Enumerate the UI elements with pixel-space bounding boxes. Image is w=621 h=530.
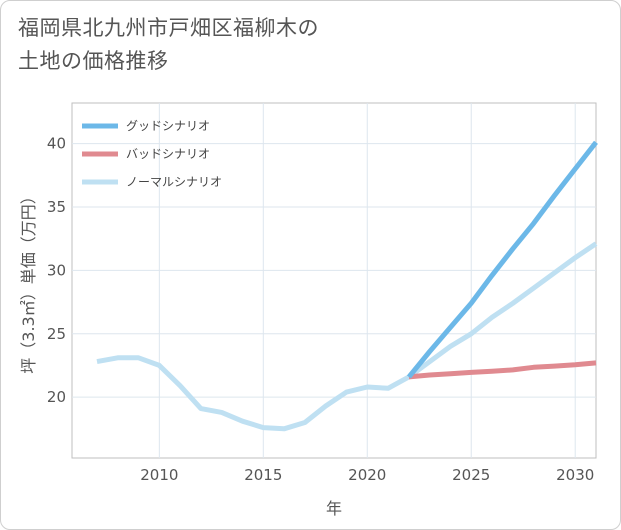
legend-label: バッドシナリオ bbox=[126, 147, 210, 161]
legend-label: ノーマルシナリオ bbox=[126, 175, 222, 189]
series-line-0 bbox=[406, 140, 598, 379]
x-axis-label: 年 bbox=[326, 499, 342, 518]
grid bbox=[72, 103, 596, 458]
y-tick-label: 35 bbox=[47, 198, 66, 216]
chart-title-line-2: 土地の価格推移 bbox=[18, 49, 169, 73]
series-line-1 bbox=[408, 360, 597, 380]
series-line-2 bbox=[96, 241, 598, 432]
y-tick-label: 20 bbox=[47, 388, 66, 406]
y-tick-label: 40 bbox=[47, 135, 66, 153]
x-tick-label: 2025 bbox=[452, 466, 490, 484]
y-tick-label: 30 bbox=[47, 261, 66, 279]
y-tick-label: 25 bbox=[47, 325, 66, 343]
x-tick-label: 2015 bbox=[244, 466, 282, 484]
y-axis-label: 坪（3.3㎡）単価（万円） bbox=[19, 188, 38, 373]
x-tick-label: 2020 bbox=[348, 466, 386, 484]
x-tick-label: 2010 bbox=[140, 466, 178, 484]
legend-label: グッドシナリオ bbox=[126, 119, 210, 133]
series-lines bbox=[96, 140, 598, 432]
chart-title-line-1: 福岡県北九州市戸畑区福柳木の bbox=[18, 16, 319, 40]
x-tick-label: 2030 bbox=[556, 466, 594, 484]
chart-title: 福岡県北九州市戸畑区福柳木の 土地の価格推移 bbox=[18, 12, 319, 78]
